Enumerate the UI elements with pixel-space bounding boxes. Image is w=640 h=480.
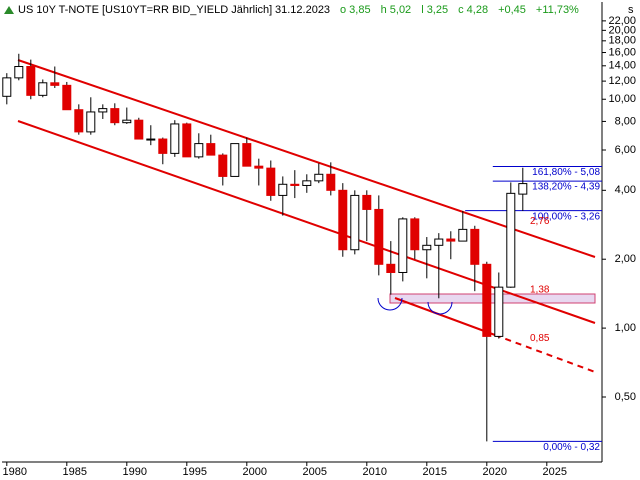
candle-body bbox=[482, 263, 492, 337]
y-tick-label: 16,00 bbox=[608, 46, 636, 58]
candle-body bbox=[278, 183, 288, 196]
candle-body bbox=[422, 244, 432, 251]
candle-body bbox=[314, 173, 324, 182]
candle-body bbox=[266, 167, 276, 196]
candle-body bbox=[398, 218, 408, 273]
candle-body bbox=[410, 218, 420, 251]
candle-body bbox=[518, 183, 528, 195]
candle-body bbox=[38, 82, 48, 96]
candle-body bbox=[158, 138, 168, 154]
x-tick-label: 1985 bbox=[63, 466, 87, 478]
fib-label: 0,00% - 0,32 bbox=[543, 442, 600, 453]
quote-value: +0,45 bbox=[498, 4, 526, 16]
candle-body bbox=[26, 66, 36, 96]
quote-value: +11,73% bbox=[536, 4, 579, 16]
channel-upper bbox=[17, 59, 596, 258]
level-label: 2,76 bbox=[530, 216, 550, 227]
x-tick-label: 1990 bbox=[123, 466, 147, 478]
candle-body bbox=[194, 143, 204, 158]
y-tick-label: 2,00 bbox=[615, 253, 636, 265]
quote-value: c 4,28 bbox=[458, 4, 488, 16]
candle-body bbox=[326, 173, 336, 191]
y-tick-label: 20,00 bbox=[608, 24, 636, 36]
level-label: 0,85 bbox=[530, 333, 550, 344]
y-tick-label: 12,00 bbox=[608, 75, 636, 87]
x-tick-label: 2025 bbox=[543, 466, 567, 478]
quote-value: o 3,85 bbox=[340, 4, 371, 16]
x-tick-label: 1995 bbox=[183, 466, 207, 478]
candle-body bbox=[110, 108, 120, 124]
y-tick-label: 14,00 bbox=[608, 60, 636, 72]
candle-body bbox=[134, 119, 144, 140]
y-tick-label: 18,00 bbox=[608, 35, 636, 47]
candle-body bbox=[386, 263, 396, 273]
x-tick-label: 2020 bbox=[483, 466, 507, 478]
candle-body bbox=[14, 66, 24, 79]
arc bbox=[377, 297, 403, 311]
y-tick-label: 4,00 bbox=[615, 184, 636, 196]
candle-body bbox=[230, 143, 240, 177]
candle-body bbox=[98, 108, 108, 113]
x-tick-label: 2000 bbox=[243, 466, 267, 478]
date: 31.12.2023 bbox=[275, 4, 330, 16]
candle-body bbox=[374, 208, 384, 265]
candle-body bbox=[122, 119, 132, 124]
candle-body bbox=[350, 194, 360, 251]
band bbox=[389, 293, 596, 304]
level-label: 1,38 bbox=[530, 285, 550, 296]
candle-body bbox=[206, 143, 216, 156]
candle-body bbox=[50, 82, 60, 86]
candle-body bbox=[362, 194, 372, 210]
y-tick-label: 1,00 bbox=[615, 322, 636, 334]
candle-body bbox=[2, 77, 12, 97]
y-tick-label: 6,00 bbox=[615, 144, 636, 156]
candle-body bbox=[146, 138, 156, 141]
y-tick-label: 0,50 bbox=[615, 391, 636, 403]
candle-body bbox=[86, 111, 96, 133]
corner-label: s bbox=[628, 4, 634, 16]
candle-body bbox=[254, 165, 264, 169]
candle-body bbox=[458, 228, 468, 242]
candle-body bbox=[62, 84, 72, 111]
candle-body bbox=[218, 154, 228, 177]
candle-body bbox=[74, 109, 84, 133]
candle-body bbox=[170, 123, 180, 154]
candle-body bbox=[290, 183, 300, 186]
y-tick-label: 8,00 bbox=[615, 115, 636, 127]
title: US 10Y T-NOTE [US10YT=RR BID_YIELD Jährl… bbox=[18, 4, 272, 16]
x-tick-label: 2010 bbox=[363, 466, 387, 478]
y-tick-label: 10,00 bbox=[608, 93, 636, 105]
x-tick-label: 2015 bbox=[423, 466, 447, 478]
candle-body bbox=[494, 286, 504, 337]
candle-body bbox=[338, 189, 348, 251]
quote-value: l 3,25 bbox=[421, 4, 448, 16]
x-tick-label: 1980 bbox=[3, 466, 27, 478]
candle-body bbox=[302, 180, 312, 186]
candle-body bbox=[470, 228, 480, 265]
trend-line-dashed bbox=[494, 334, 596, 373]
fib-label: 100,00% - 3,26 bbox=[532, 211, 600, 222]
arc bbox=[427, 301, 453, 315]
candle-body bbox=[434, 238, 444, 246]
fib-label: 138,20% - 4,39 bbox=[532, 182, 600, 193]
candle-body bbox=[182, 123, 192, 158]
candle-body bbox=[506, 192, 516, 288]
fib-label: 161,80% - 5,08 bbox=[532, 167, 600, 178]
trend-line bbox=[394, 297, 496, 336]
icon bbox=[4, 6, 14, 14]
quote-value: h 5,02 bbox=[381, 4, 412, 16]
candle-body bbox=[446, 238, 456, 242]
x-tick-label: 2005 bbox=[303, 466, 327, 478]
candle-body bbox=[242, 143, 252, 167]
y-tick-label: 22,00 bbox=[608, 15, 636, 27]
